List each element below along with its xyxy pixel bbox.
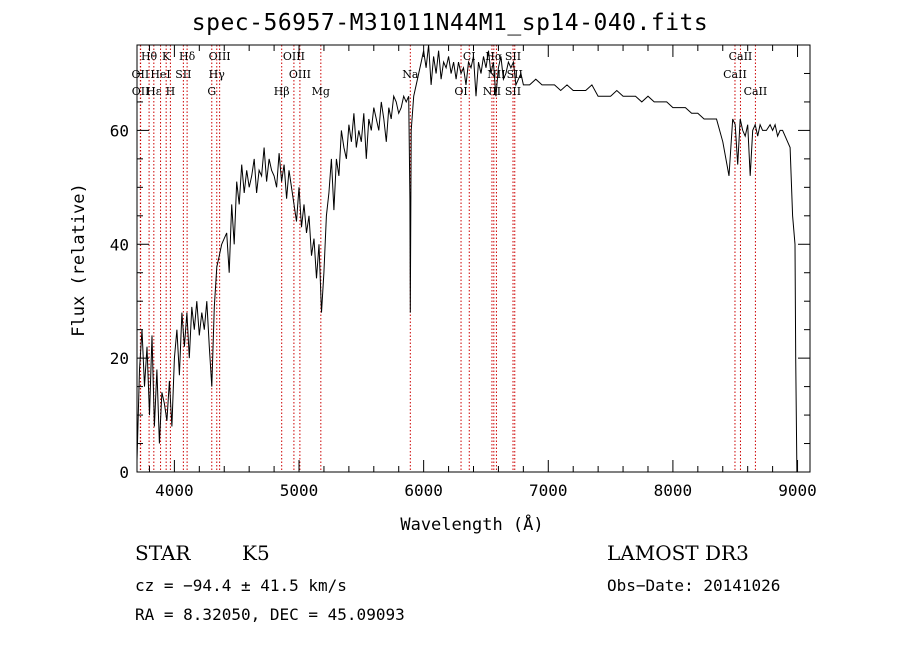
- line-marker-label: Hθ: [141, 50, 158, 63]
- spectrum-line: [136, 44, 798, 473]
- line-marker-label: OII: [132, 68, 150, 81]
- line-marker-label: Na: [402, 68, 419, 81]
- x-tick-label: 5000: [280, 481, 319, 500]
- line-marker-label: NII: [483, 85, 501, 98]
- axis-tick-labels: 4000 5000 6000 7000 8000 9000 0 20 40 60: [110, 121, 817, 500]
- redshift-value: cz = −94.4 ± 41.5 km/s: [135, 576, 347, 595]
- line-marker-label: Hδ: [179, 50, 196, 63]
- survey-name: LAMOST DR3: [607, 541, 749, 565]
- x-tick-label: 7000: [529, 481, 568, 500]
- y-tick-label: 0: [119, 463, 129, 482]
- coordinates: RA = 8.32050, DEC = 45.09093: [135, 605, 405, 624]
- chart-title: spec-56957-M31011N44M1_sp14-040.fits: [191, 10, 709, 36]
- line-markers: [139, 45, 756, 472]
- x-tick-label: 9000: [778, 481, 817, 500]
- line-marker-label: SII: [505, 50, 521, 63]
- y-tick-label: 60: [110, 121, 129, 140]
- y-tick-label: 20: [110, 349, 129, 368]
- x-axis-label: Wavelength (Å): [400, 513, 543, 535]
- object-subclass: K5: [242, 541, 270, 565]
- line-marker-label: OIII: [289, 68, 311, 81]
- line-marker-label: K: [162, 50, 171, 63]
- x-tick-label: 4000: [155, 481, 194, 500]
- observation-date: Obs−Date: 20141026: [607, 576, 781, 595]
- line-marker-label: Hγ: [209, 68, 226, 81]
- line-marker-label: CaII: [729, 50, 753, 63]
- x-tick-label: 8000: [654, 481, 693, 500]
- axis-ticks: [137, 44, 810, 472]
- line-marker-label: Hβ: [274, 85, 290, 98]
- x-tick-label: 6000: [404, 481, 443, 500]
- line-marker-label: CaII: [723, 68, 747, 81]
- line-marker-label: Mg: [312, 85, 330, 98]
- line-marker-label: G: [207, 85, 216, 98]
- object-class: STAR: [135, 541, 191, 565]
- line-marker-label: OI: [454, 85, 467, 98]
- y-tick-label: 40: [110, 235, 129, 254]
- line-marker-label: OIII: [209, 50, 231, 63]
- line-marker-label: OII: [132, 85, 150, 98]
- line-marker-label: H: [166, 85, 176, 98]
- y-axis-label: Flux (relative): [69, 183, 89, 337]
- plot-frame: [136, 44, 811, 473]
- line-marker-label: CaII: [744, 85, 768, 98]
- line-marker-label: OIII: [283, 50, 305, 63]
- line-marker-label: SII: [175, 68, 191, 81]
- line-marker-label: Hε: [146, 85, 162, 98]
- line-marker-label: SII: [505, 85, 521, 98]
- line-marker-label: HeI: [150, 68, 170, 81]
